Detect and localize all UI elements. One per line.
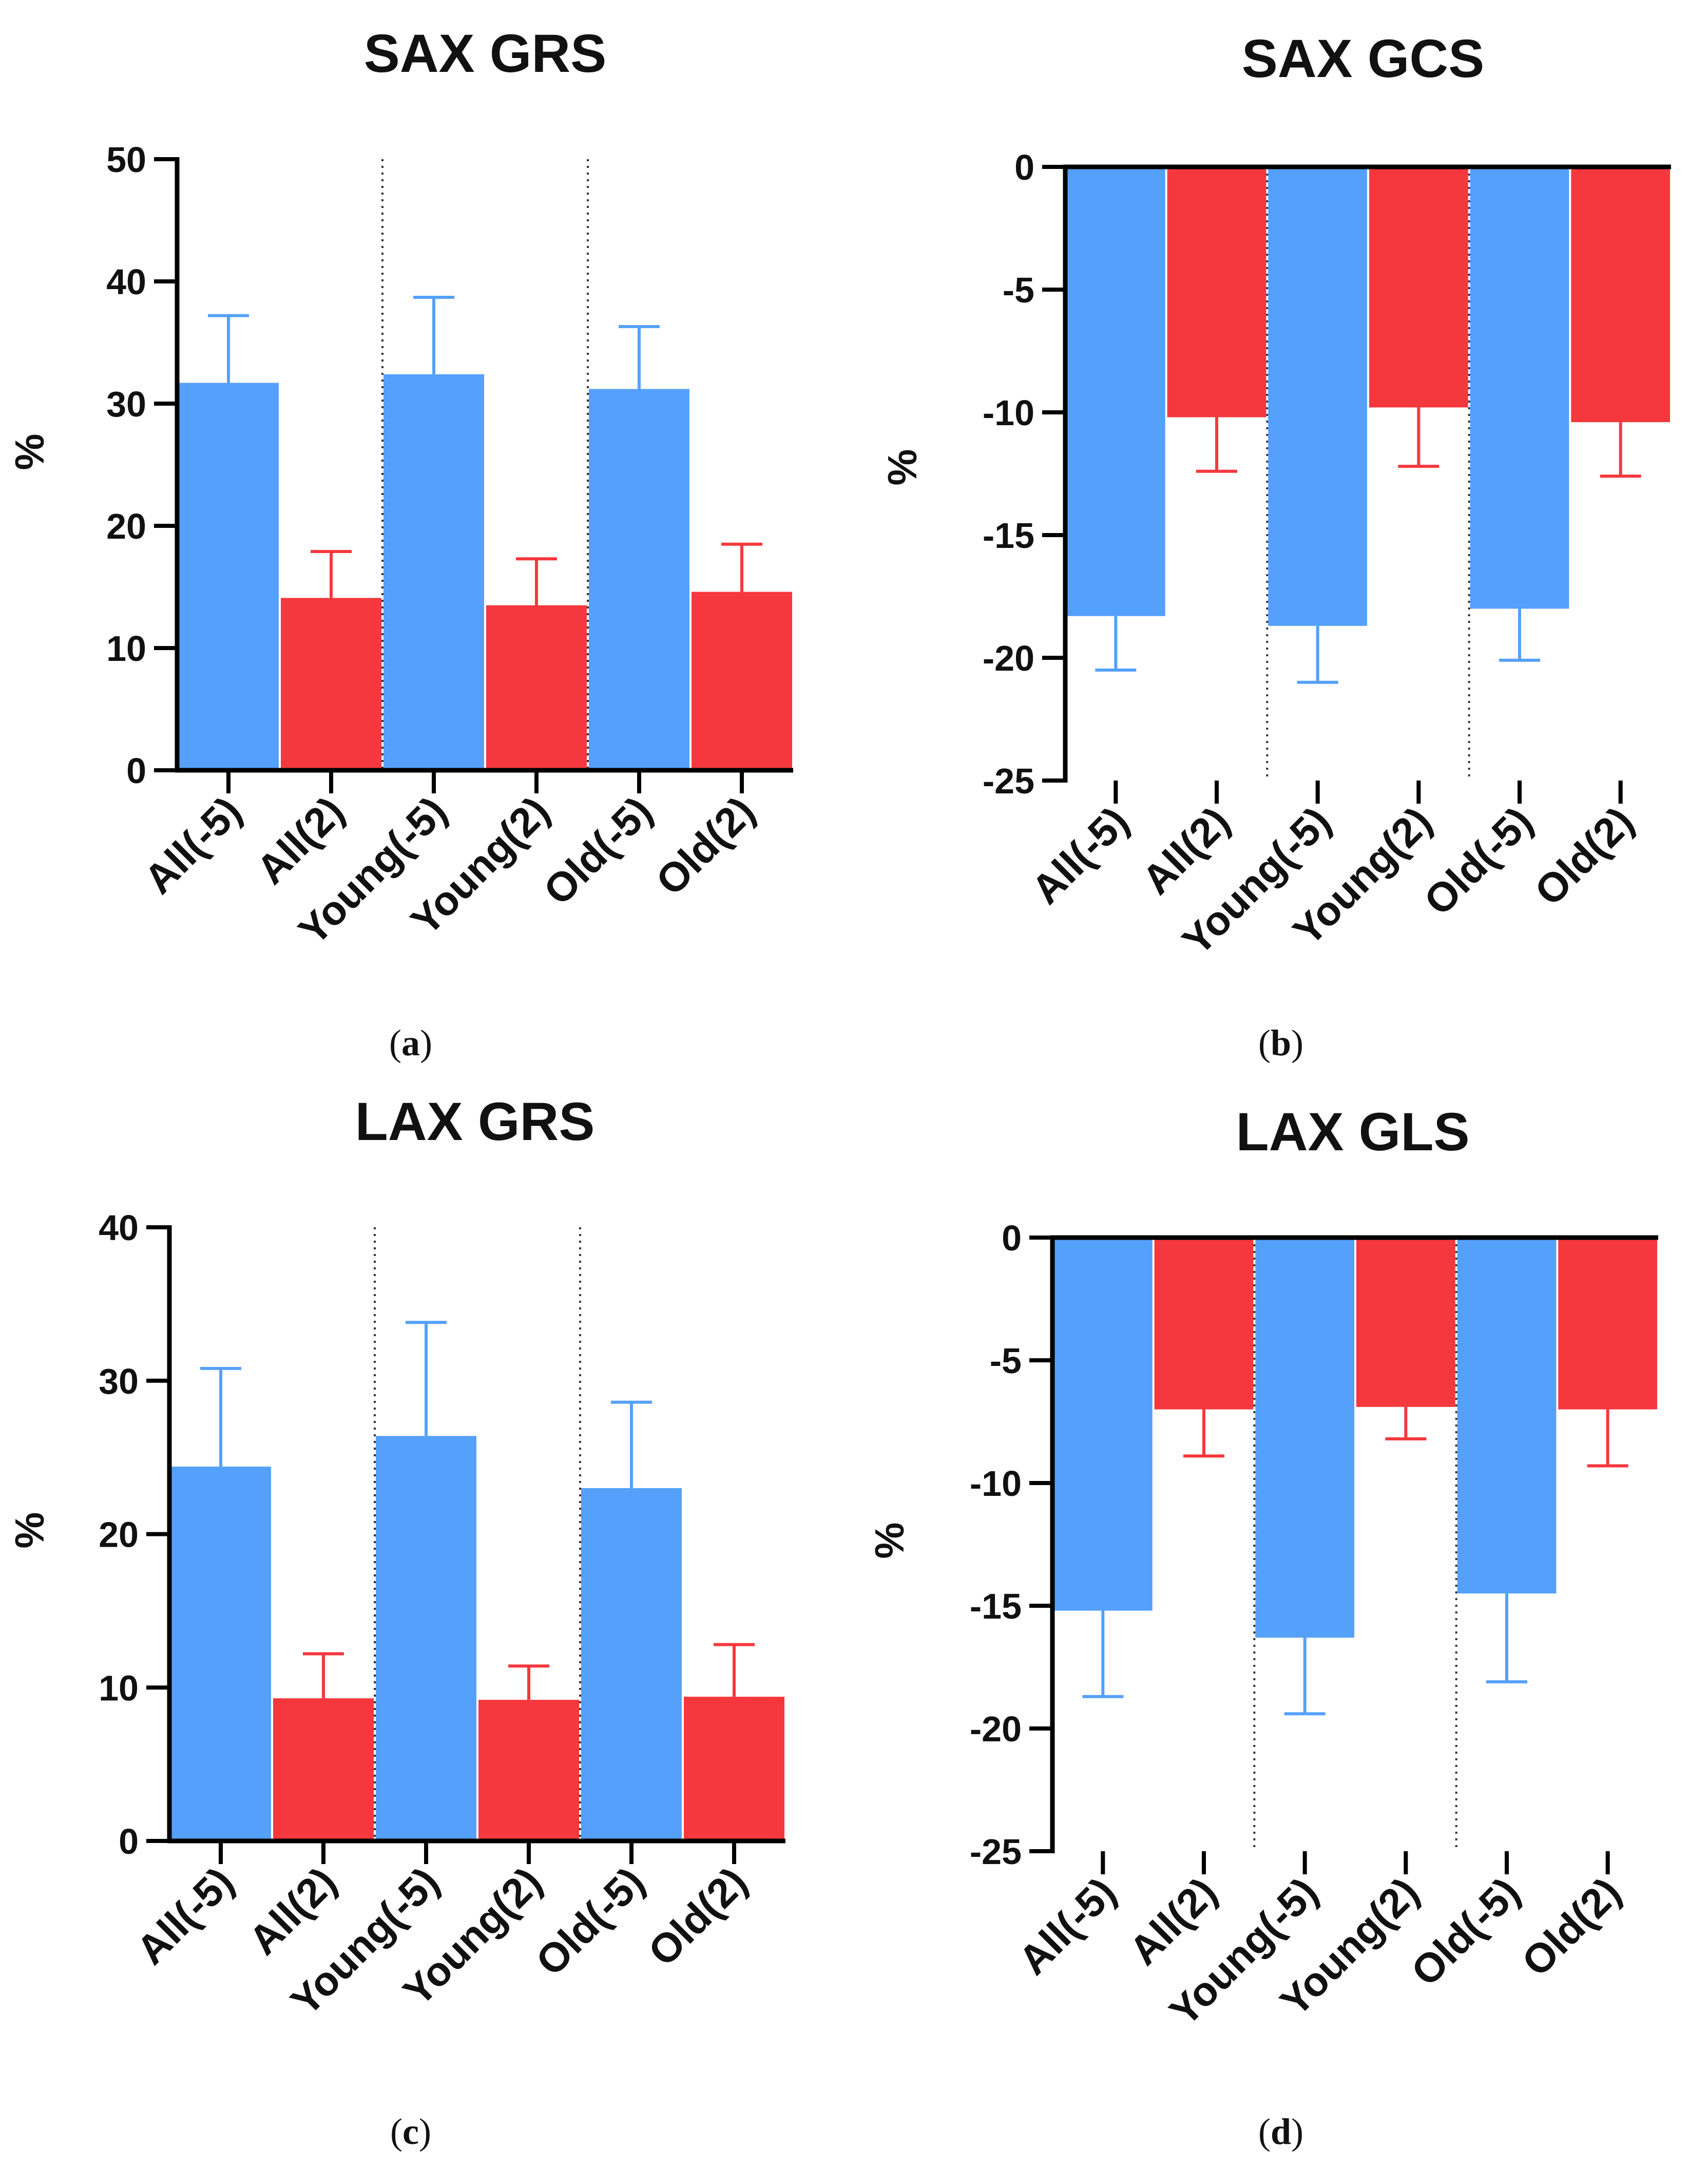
bar-All(2)	[281, 598, 381, 770]
category-label: All(-5)	[1023, 798, 1137, 913]
y-tick-label: -10	[983, 393, 1034, 433]
y-tick-label: -15	[983, 516, 1034, 556]
y-axis-label: %	[879, 449, 925, 485]
chart-title: LAX GLS	[1236, 1102, 1469, 1162]
category-label: Old(-5)	[1403, 1869, 1528, 1994]
bar-Young(2)	[478, 1700, 579, 1841]
caption-open: (	[390, 2111, 402, 2152]
y-tick-label: -5	[990, 1341, 1022, 1381]
caption-open: (	[1258, 2111, 1271, 2152]
bar-All(2)	[1154, 1238, 1254, 1410]
bar-Old(2)	[1571, 167, 1671, 423]
y-tick-label: -20	[970, 1709, 1022, 1749]
bar-Young(-5)	[376, 1436, 476, 1841]
caption-letter: d	[1271, 2111, 1291, 2152]
category-label: Old(-5)	[1415, 798, 1541, 924]
caption-letter: b	[1271, 1022, 1291, 1063]
y-tick-label: 10	[106, 629, 146, 669]
chart-title: SAX GCS	[1242, 29, 1485, 89]
bar-All(2)	[1167, 167, 1266, 417]
bar-Old(-5)	[1470, 167, 1569, 609]
y-tick-label: 20	[99, 1515, 139, 1555]
chart-title: LAX GRS	[355, 1092, 595, 1152]
caption-close: )	[419, 2111, 431, 2152]
y-tick-label: -25	[983, 761, 1034, 801]
bar-All(-5)	[178, 383, 279, 770]
bar-Old(2)	[692, 592, 792, 770]
bar-Young(-5)	[383, 374, 484, 770]
bar-Young(2)	[486, 605, 587, 770]
bar-Young(-5)	[1255, 1238, 1355, 1638]
category-label: All(-5)	[1010, 1869, 1124, 1983]
caption-open: (	[1258, 1022, 1271, 1063]
y-axis-label: %	[7, 433, 52, 470]
panel-caption: (d)	[1258, 2111, 1303, 2152]
bar-Old(2)	[1558, 1238, 1658, 1410]
bar-Young(2)	[1356, 1238, 1455, 1407]
category-label: Old(2)	[647, 788, 763, 904]
category-label: Old(2)	[1513, 1869, 1629, 1985]
y-tick-label: 0	[119, 1821, 139, 1861]
y-tick-label: 20	[106, 506, 146, 546]
panel-a: SAX GRS%01020304050All(-5)All(2)Young(-5…	[7, 24, 793, 1063]
y-axis-label: %	[867, 1522, 912, 1559]
panel-d: LAX GLS%0-5-10-15-20-25All(-5)All(2)Youn…	[867, 1102, 1658, 2152]
panel-caption: (b)	[1258, 1022, 1303, 1063]
y-tick-label: 10	[99, 1668, 139, 1708]
caption-letter: a	[401, 1022, 420, 1063]
y-tick-label: 50	[106, 140, 146, 180]
caption-close: )	[1291, 1022, 1303, 1063]
y-tick-label: -20	[983, 638, 1034, 678]
bar-All(-5)	[1066, 167, 1165, 616]
bar-Old(-5)	[581, 1488, 682, 1841]
caption-letter: c	[402, 2111, 419, 2152]
category-label: Old(2)	[1526, 798, 1642, 914]
y-tick-label: 30	[106, 384, 146, 424]
y-tick-label: -25	[970, 1832, 1022, 1872]
y-tick-label: -10	[970, 1464, 1022, 1504]
bar-Young(2)	[1369, 167, 1468, 408]
bar-All(-5)	[170, 1467, 271, 1841]
bar-Old(2)	[684, 1697, 784, 1841]
panel-c: LAX GRS%010203040All(-5)All(2)Young(-5)Y…	[7, 1092, 785, 2152]
bar-Old(-5)	[1457, 1238, 1557, 1594]
category-label: Old(2)	[640, 1858, 756, 1974]
panel-caption: (c)	[390, 2111, 431, 2152]
y-tick-label: 40	[106, 262, 146, 302]
category-label: Old(-5)	[535, 788, 661, 914]
bar-All(-5)	[1053, 1238, 1153, 1611]
y-tick-label: 0	[126, 751, 146, 791]
category-label: All(-5)	[136, 788, 250, 902]
category-label: Old(-5)	[527, 1858, 653, 1984]
caption-close: )	[1291, 2111, 1303, 2152]
y-tick-label: 0	[1014, 147, 1034, 187]
chart-title: SAX GRS	[364, 24, 607, 84]
category-label: All(-5)	[128, 1858, 242, 1973]
caption-open: (	[389, 1022, 401, 1063]
y-axis-label: %	[7, 1512, 52, 1548]
y-tick-label: 40	[99, 1208, 139, 1248]
bar-All(2)	[273, 1698, 374, 1841]
caption-close: )	[420, 1022, 432, 1063]
panel-caption: (a)	[389, 1022, 432, 1063]
y-tick-label: -5	[1003, 270, 1034, 310]
y-tick-label: 0	[1002, 1218, 1022, 1258]
y-tick-label: -15	[970, 1586, 1022, 1626]
bar-Old(-5)	[589, 389, 689, 770]
y-tick-label: 30	[99, 1361, 139, 1401]
panel-b: SAX GCS%0-5-10-15-20-25All(-5)All(2)Youn…	[879, 29, 1671, 1063]
bar-Young(-5)	[1268, 167, 1368, 626]
